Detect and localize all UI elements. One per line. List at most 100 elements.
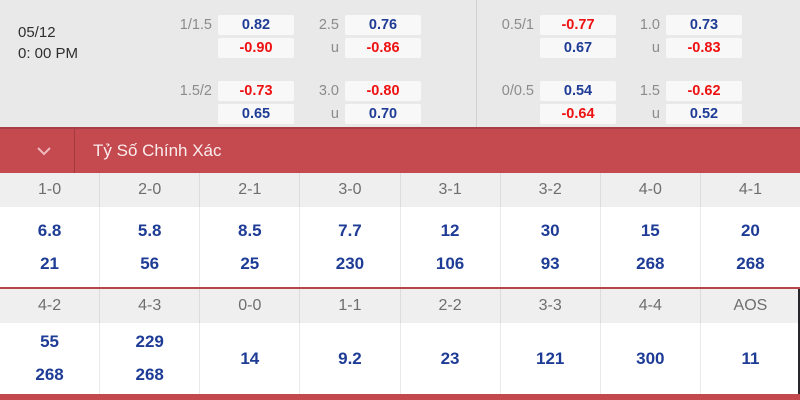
odds-line-label: 1.0: [639, 17, 660, 33]
odds-line-label: 1.5: [639, 83, 660, 99]
score-odds-value: 15: [640, 220, 660, 240]
score-odds-cell[interactable]: 300: [601, 323, 701, 394]
right-edge-border: [798, 289, 800, 394]
correct-score-table-1: 1-0 2-0 2-1 3-0 3-1 3-2 4-0 4-1 6.8 21 5…: [0, 173, 800, 287]
odds-button[interactable]: -0.86: [345, 38, 421, 58]
handicap-group-4: 0/0.5 0.54 -0.64: [482, 81, 616, 127]
score-odds-cell[interactable]: 11: [701, 323, 800, 394]
odds-button[interactable]: 0.65: [218, 104, 294, 124]
score-odds-value: 93: [540, 253, 560, 273]
match-time: 0: 00 PM: [18, 45, 79, 62]
correct-score-table-2: 4-2 4-3 0-0 1-1 2-2 3-3 4-4 AOS 55 268 2…: [0, 287, 800, 400]
odds-line-label: 2.5: [318, 17, 339, 33]
score-odds-cell[interactable]: 7.7 230: [300, 207, 401, 287]
score-odds-value: 12: [440, 220, 460, 240]
match-datetime: 05/12 0: 00 PM: [18, 22, 78, 64]
score-odds-cell[interactable]: 5.8 56: [100, 207, 201, 287]
total-group-1: 2.5 0.76 u -0.86: [287, 15, 421, 61]
match-odds-panel: 05/12 0: 00 PM 1/1.5 0.82 -0.90 2.5 0.76…: [0, 0, 800, 127]
score-odds-cell[interactable]: 55 268: [0, 323, 101, 394]
score-odds-value: 23: [440, 348, 460, 368]
chevron-down-icon[interactable]: [36, 146, 52, 156]
score-odds-value: 11: [741, 348, 760, 368]
score-header-cell: 4-4: [601, 289, 701, 323]
correct-score-section-header: Tỷ Số Chính Xác: [0, 127, 800, 173]
handicap-group-1: 1/1.5 0.82 -0.90: [160, 15, 294, 61]
score-odds-value: 268: [636, 253, 665, 273]
score-odds-row: 55 268 229 268 14 9.2 23 121 300: [0, 323, 800, 394]
score-odds-value: 268: [35, 365, 64, 384]
score-odds-cell[interactable]: 229 268: [100, 323, 201, 394]
score-odds-cell[interactable]: 23: [401, 323, 501, 394]
score-odds-cell[interactable]: 20 268: [701, 207, 800, 287]
score-odds-value: 21: [40, 253, 60, 273]
score-odds-cell[interactable]: 14: [200, 323, 301, 394]
score-header-cell: 4-2: [0, 289, 101, 323]
score-odds-value: 230: [335, 253, 365, 273]
score-odds-value: 25: [240, 253, 260, 273]
odds-button[interactable]: -0.80: [345, 81, 421, 101]
score-odds-value: 7.7: [338, 220, 362, 240]
odds-button[interactable]: -0.77: [540, 15, 616, 35]
score-header-cell: AOS: [733, 297, 768, 314]
score-header-cell: 4-1: [738, 181, 762, 198]
odds-line-label: 3.0: [318, 83, 339, 99]
score-odds-cell[interactable]: 8.5 25: [200, 207, 301, 287]
score-odds-cell[interactable]: 30 93: [501, 207, 601, 287]
odds-button[interactable]: 0.76: [345, 15, 421, 35]
panel-divider: [476, 0, 477, 127]
odds-line-label: u: [651, 106, 660, 122]
score-odds-cell[interactable]: 121: [501, 323, 601, 394]
score-odds-cell[interactable]: 15 268: [601, 207, 701, 287]
odds-button[interactable]: -0.64: [540, 104, 616, 124]
odds-button[interactable]: 0.73: [666, 15, 742, 35]
score-odds-cell[interactable]: 9.2: [300, 323, 401, 394]
score-header-cell: 1-1: [300, 289, 401, 323]
odds-button[interactable]: -0.90: [218, 38, 294, 58]
total-group-2: 1.0 0.73 u -0.83: [608, 15, 742, 61]
score-header-cell: 3-3: [501, 289, 601, 323]
score-odds-cell[interactable]: 6.8 21: [0, 207, 101, 287]
score-odds-cell[interactable]: 12 106: [401, 207, 501, 287]
odds-button[interactable]: 0.67: [540, 38, 616, 58]
score-header-row: 1-0 2-0 2-1 3-0 3-1 3-2 4-0 4-1: [0, 173, 800, 207]
odds-line-label: u: [651, 40, 660, 56]
odds-button[interactable]: 0.52: [666, 104, 742, 124]
score-odds-value: 56: [140, 253, 160, 273]
score-odds-value: 268: [135, 365, 164, 384]
score-header-cell: 2-0: [100, 173, 201, 207]
score-header-cell: 3-1: [401, 173, 501, 207]
score-odds-value: 14: [240, 348, 260, 368]
odds-button[interactable]: 0.54: [540, 81, 616, 101]
section-title: Tỷ Số Chính Xác: [93, 141, 222, 160]
score-header-cell: 1-0: [0, 173, 101, 207]
odds-button[interactable]: 0.70: [345, 104, 421, 124]
handicap-group-3: 1.5/2 -0.73 0.65: [160, 81, 294, 127]
score-header-cell: 0-0: [200, 289, 301, 323]
score-header-row: 4-2 4-3 0-0 1-1 2-2 3-3 4-4 AOS: [0, 289, 800, 323]
score-header-cell: 2-2: [401, 289, 501, 323]
score-header-cell: 4-3: [100, 289, 201, 323]
total-group-3: 3.0 -0.80 u 0.70: [287, 81, 421, 127]
odds-line-label: 1.5/2: [179, 83, 212, 99]
score-header-cell: 2-1: [200, 173, 301, 207]
score-header-cell: 3-2: [501, 173, 601, 207]
score-odds-value: 229: [135, 332, 164, 351]
score-odds-value: 9.2: [338, 348, 362, 368]
score-odds-value: 5.8: [137, 220, 162, 240]
odds-button[interactable]: -0.83: [666, 38, 742, 58]
score-odds-value: 268: [736, 253, 765, 273]
odds-line-label: 0.5/1: [501, 17, 534, 33]
header-divider: [74, 129, 75, 173]
score-odds-value: 55: [40, 332, 60, 351]
odds-line-label: u: [330, 106, 339, 122]
odds-button[interactable]: 0.82: [218, 15, 294, 35]
score-odds-value: 6.8: [37, 220, 62, 240]
match-date: 05/12: [18, 24, 56, 41]
score-odds-value: 121: [536, 348, 565, 368]
odds-button[interactable]: -0.73: [218, 81, 294, 101]
score-odds-value: 20: [740, 220, 760, 240]
odds-button[interactable]: -0.62: [666, 81, 742, 101]
odds-line-label: 1/1.5: [179, 17, 212, 33]
